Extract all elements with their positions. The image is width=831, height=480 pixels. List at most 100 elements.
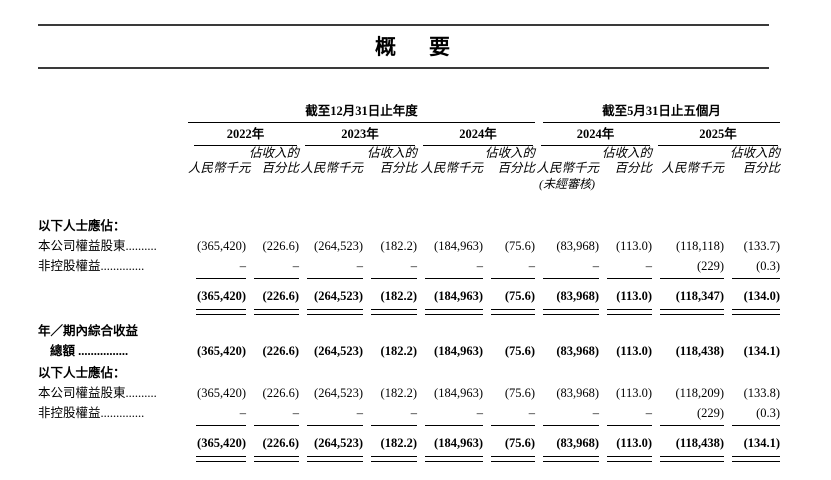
subheader-percent-cell: 佔收入的 百分比	[483, 146, 535, 176]
data-cell: –	[645, 406, 653, 420]
single-rule	[307, 425, 363, 428]
rule-cell	[299, 423, 363, 432]
single-rule-row	[26, 423, 781, 432]
data-cell: (229)	[696, 259, 725, 273]
rule-cell	[535, 423, 600, 432]
page-title: 概 要	[375, 35, 456, 59]
double-rule	[543, 456, 600, 462]
subheader-amount-cell: 人民幣千元	[188, 146, 251, 176]
subheader-row: 人民幣千元 佔收入的 百分比 人民幣千元 佔收入的 百分比 人民幣千元 佔收入的 百分比 人民幣千…	[26, 146, 780, 176]
subheader-amount: 人民幣千元	[188, 161, 251, 175]
subheader-amount-cell: 人民幣千元	[652, 146, 725, 176]
data-cell: (264,523)	[314, 289, 363, 303]
double-rule	[254, 309, 299, 315]
data-cell: (113.0)	[616, 344, 653, 358]
data-cell: (226.6)	[262, 344, 299, 358]
data-cell: –	[292, 259, 299, 273]
single-rule	[732, 278, 781, 281]
single-rule	[607, 425, 653, 428]
data-cell: (134.1)	[743, 344, 781, 358]
subheader-percent-line1: 佔收入的	[248, 146, 299, 160]
subheader-percent-line2: 百分比	[497, 161, 536, 175]
data-cell: (75.6)	[504, 289, 536, 303]
data-cell: (226.6)	[262, 386, 299, 400]
table-row: 總額 ................ (365,420) (226.6) (264,…	[26, 341, 780, 361]
subheader-percent-cell: 佔收入的 百分比	[724, 146, 780, 176]
table-row: 年／期內綜合收益	[26, 319, 780, 341]
data-cell: (118,438)	[675, 436, 725, 450]
year-header-label: 2023年	[305, 126, 415, 146]
note-cell	[483, 176, 535, 191]
data-cell: (184,963)	[434, 289, 483, 303]
year-header-cell: 2022年	[188, 123, 299, 146]
note-cell	[246, 176, 299, 191]
data-cell: (134.1)	[743, 436, 781, 450]
data-cell: (184,963)	[434, 239, 483, 253]
rule-cell	[188, 423, 246, 432]
row-label	[26, 432, 188, 454]
data-cell: (75.6)	[504, 386, 536, 400]
rule-spacer-cell	[26, 423, 188, 432]
table-row: (365,420) (226.6) (264,523) (182.2) (184,963…	[26, 285, 780, 307]
data-cell: (83,968)	[556, 386, 600, 400]
year-header-label: 2025年	[658, 126, 779, 146]
data-cell: (264,523)	[314, 344, 363, 358]
year-header-cell: 2024年	[417, 123, 535, 146]
subheader-amount: 人民幣千元	[300, 161, 363, 175]
data-cell: (0.3)	[756, 259, 781, 273]
unaudited-note: (未經審核)	[539, 177, 596, 191]
data-cell: (264,523)	[314, 239, 363, 253]
financial-summary-table: 截至12月31日止年度 截至5月31日止五個月 2022年 2023年 2024年 202…	[26, 103, 781, 466]
data-cell: (264,523)	[314, 386, 363, 400]
data-cell: (113.0)	[616, 436, 653, 450]
double-rule	[543, 309, 600, 315]
rule-cell	[535, 307, 600, 319]
data-cell: (113.0)	[616, 239, 653, 253]
single-rule	[254, 278, 299, 281]
note-cell	[417, 176, 483, 191]
single-rule	[196, 425, 246, 428]
table-row: 非控股權益.............. – – – – – – – – (229) (0.3)	[26, 256, 780, 276]
rule-cell	[483, 307, 536, 319]
row-label: 非控股權益..............	[38, 259, 145, 273]
rule-spacer-cell	[26, 276, 188, 285]
year-header-label: 2022年	[194, 126, 297, 146]
single-rule-row	[26, 276, 781, 285]
rule-cell	[363, 423, 417, 432]
data-cell: (182.2)	[380, 386, 417, 400]
rule-cell	[724, 423, 781, 432]
rule-cell	[483, 423, 536, 432]
row-label: 以下人士應佔：	[38, 366, 126, 380]
table-body: 以下人士應佔： 本公司權益股東.......... (365,420) (226.6)…	[26, 191, 781, 466]
data-cell: (134.0)	[743, 289, 781, 303]
data-cell: (365,420)	[197, 289, 246, 303]
data-cell: (83,968)	[556, 344, 600, 358]
table-row: 以下人士應佔：	[26, 191, 780, 236]
data-cell: (184,963)	[434, 344, 483, 358]
rule-cell	[724, 307, 781, 319]
data-cell: –	[239, 406, 246, 420]
rule-cell	[417, 307, 483, 319]
data-cell: (184,963)	[434, 386, 483, 400]
double-rule	[732, 456, 781, 462]
empty-cell	[188, 191, 780, 236]
double-rule	[607, 456, 653, 462]
data-cell: –	[292, 406, 299, 420]
group-header-row: 截至12月31日止年度 截至5月31日止五個月	[26, 103, 781, 123]
single-rule	[732, 425, 781, 428]
double-rule	[491, 309, 536, 315]
data-cell: (365,420)	[197, 344, 246, 358]
single-rule	[491, 425, 536, 428]
double-rule	[371, 456, 417, 462]
rule-cell	[599, 307, 653, 319]
single-rule	[543, 278, 600, 281]
rule-cell	[483, 276, 536, 285]
rule-cell	[299, 307, 363, 319]
data-cell: (226.6)	[262, 289, 299, 303]
data-cell: (118,209)	[675, 386, 725, 400]
subheader-amount-cell: 人民幣千元	[299, 146, 363, 176]
data-cell: –	[645, 259, 653, 273]
data-cell: (113.0)	[616, 386, 653, 400]
unaudited-note-row: (未經審核)	[26, 176, 780, 191]
data-cell: (182.2)	[380, 289, 417, 303]
